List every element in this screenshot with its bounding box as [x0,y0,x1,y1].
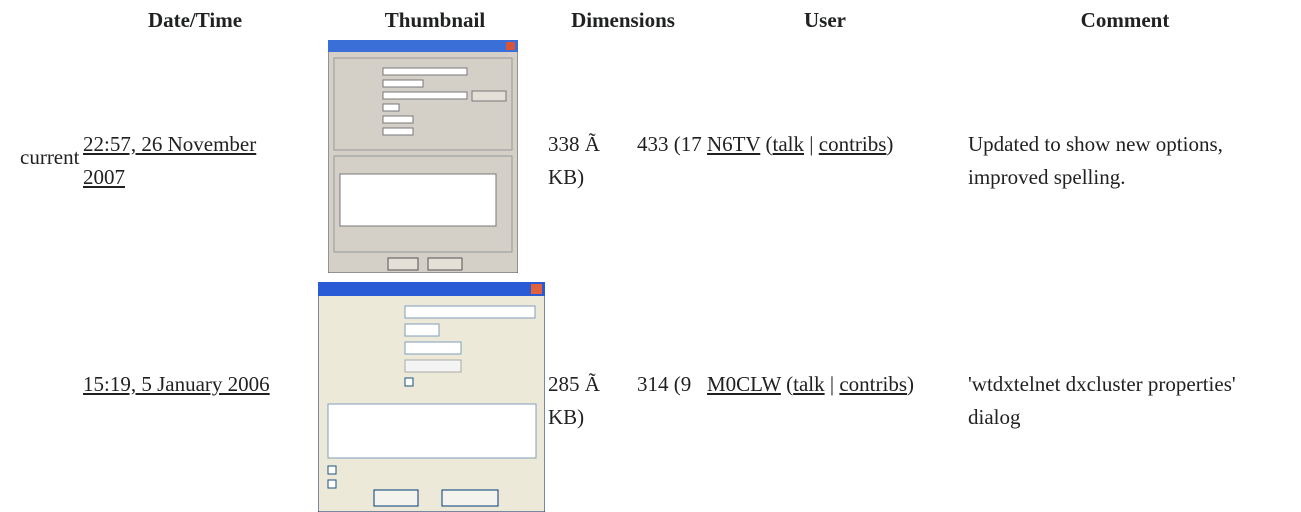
dimensions-text: KB) [548,405,585,429]
user-cell: N6TV (talk | contribs) [707,128,937,161]
talk-link[interactable]: talk [772,132,805,156]
dimensions-text: 338 Ã [548,132,600,156]
dimensions-text: 433 (17 [637,132,702,156]
dimensions-text: KB) [548,165,585,189]
datetime-link[interactable]: 22:57, 26 November 2007 [83,132,257,189]
contribs-link[interactable]: contribs [839,372,908,396]
punctuation: ) [907,372,915,396]
header-cell: Comment [1080,8,1170,32]
datetime-link[interactable]: 15:19, 5 January 2006 [83,372,270,396]
dimensions-text: 314 (9 [637,372,692,396]
header-cell: Thumbnail [384,8,486,32]
comment: 'wtdxtelnet dxcluster properties' dialog [968,372,1236,429]
punctuation: | [829,372,835,396]
header-cell: Dimensions [571,8,675,32]
header-cell: Date/Time [147,8,243,32]
user-link[interactable]: N6TV [707,132,761,156]
status-label: current [20,145,80,169]
thumbnail[interactable] [318,282,545,512]
user-cell: M0CLW (talk | contribs) [707,368,937,401]
user-link[interactable]: M0CLW [707,372,781,396]
contribs-link[interactable]: contribs [818,132,887,156]
header-cell: User [804,8,846,32]
punctuation: ( [786,372,794,396]
thumbnail[interactable] [328,40,518,273]
punctuation: | [809,132,814,156]
punctuation: ) [886,132,894,156]
comment: Updated to show new options, improved sp… [968,132,1223,189]
talk-link[interactable]: talk [793,372,825,396]
dimensions-text: 285 Ã [548,372,600,396]
punctuation: ( [765,132,773,156]
